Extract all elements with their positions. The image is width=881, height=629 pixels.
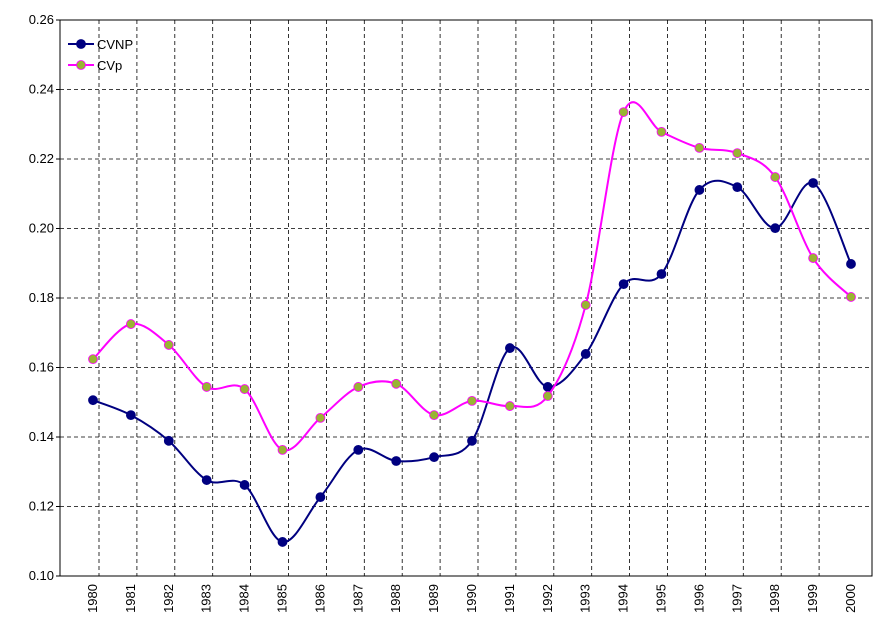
data-point xyxy=(163,340,174,350)
y-tick-label: 0.18 xyxy=(29,290,54,305)
x-tick-label: 1998 xyxy=(767,584,782,613)
data-point xyxy=(504,401,515,411)
y-tick-label: 0.10 xyxy=(29,568,54,583)
x-tick-label: 1994 xyxy=(616,584,631,613)
x-tick-label: 1995 xyxy=(654,584,669,613)
data-point xyxy=(694,142,705,153)
data-point xyxy=(125,319,136,329)
y-tick-label: 0.22 xyxy=(29,151,54,166)
series-line xyxy=(92,179,852,543)
x-tick-label: 1983 xyxy=(199,584,214,613)
data-point xyxy=(467,395,477,406)
x-tick-label: 1989 xyxy=(426,584,441,613)
data-point xyxy=(88,354,98,365)
x-tick-label: 1988 xyxy=(388,584,403,613)
x-tick-label: 1999 xyxy=(805,584,820,613)
data-point xyxy=(353,444,364,455)
data-point xyxy=(201,475,212,485)
x-tick-label: 1985 xyxy=(275,584,290,613)
data-point xyxy=(656,269,667,279)
x-tick-label: 1984 xyxy=(237,584,252,613)
data-point xyxy=(580,349,591,359)
x-tick-label: 1982 xyxy=(161,584,176,613)
data-point xyxy=(542,391,553,401)
data-point xyxy=(239,480,250,490)
data-point xyxy=(163,435,174,446)
data-point xyxy=(846,259,856,269)
x-tick-label: 1981 xyxy=(123,584,138,613)
legend-label: CVp xyxy=(97,58,122,73)
data-point xyxy=(429,410,440,421)
data-point xyxy=(88,395,98,406)
y-tick-label: 0.12 xyxy=(29,499,54,514)
data-point xyxy=(618,279,629,290)
x-tick-label: 2000 xyxy=(843,584,858,613)
x-tick-label: 1991 xyxy=(502,584,517,613)
data-point xyxy=(808,253,818,263)
data-point xyxy=(201,382,212,392)
x-tick-label: 1986 xyxy=(312,584,327,613)
data-point xyxy=(808,178,818,188)
y-tick-label: 0.14 xyxy=(29,429,54,444)
y-tick-label: 0.20 xyxy=(29,221,54,236)
data-point xyxy=(846,292,856,302)
x-tick-label: 1990 xyxy=(464,584,479,613)
data-point xyxy=(732,182,743,193)
data-point xyxy=(277,537,288,547)
legend-marker xyxy=(76,60,86,70)
data-point xyxy=(391,378,402,389)
y-tick-label: 0.16 xyxy=(29,360,54,375)
data-point xyxy=(315,492,326,503)
y-tick-label: 0.26 xyxy=(29,12,54,27)
x-tick-label: 1993 xyxy=(578,584,593,613)
data-point xyxy=(694,185,705,195)
x-tick-label: 1980 xyxy=(85,584,100,613)
x-tick-label: 1992 xyxy=(540,584,555,613)
data-point xyxy=(770,172,781,182)
data-point xyxy=(732,148,743,158)
data-point xyxy=(770,223,781,234)
data-point xyxy=(315,412,326,423)
data-point xyxy=(277,444,288,455)
data-point xyxy=(239,384,250,394)
series-line xyxy=(92,101,852,452)
data-point xyxy=(429,452,440,463)
y-tick-label: 0.24 xyxy=(29,82,54,97)
x-tick-label: 1996 xyxy=(691,584,706,613)
data-point xyxy=(391,456,402,466)
data-point xyxy=(618,107,629,117)
data-point xyxy=(125,410,136,421)
legend-label: CVNP xyxy=(97,37,133,52)
data-point xyxy=(580,300,591,310)
data-point xyxy=(656,126,667,137)
legend-marker xyxy=(76,39,86,49)
x-tick-label: 1997 xyxy=(729,584,744,613)
data-point xyxy=(353,382,364,392)
x-tick-label: 1987 xyxy=(350,584,365,613)
data-point xyxy=(504,343,515,353)
data-point xyxy=(467,435,477,446)
